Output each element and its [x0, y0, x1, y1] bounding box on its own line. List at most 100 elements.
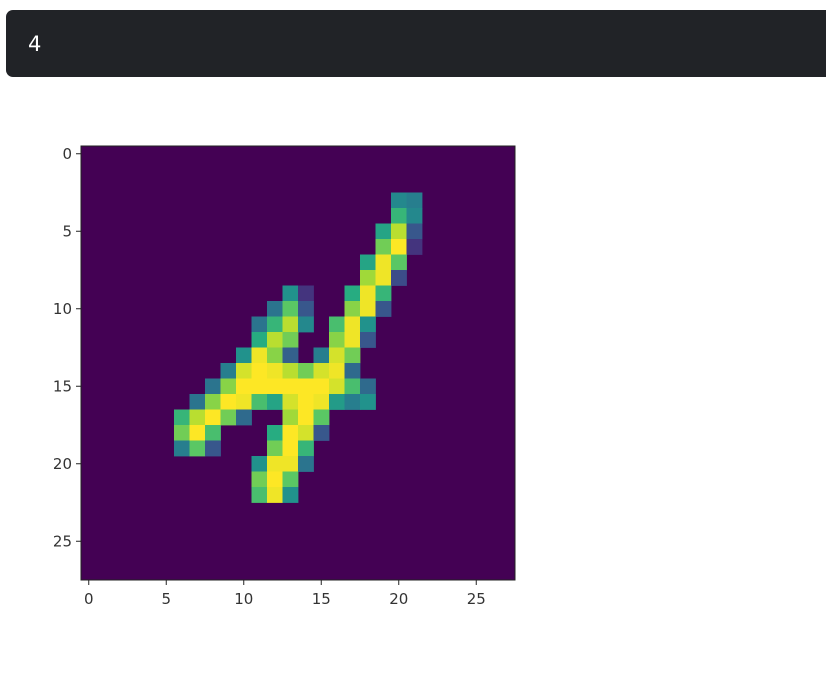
heatmap-cell — [205, 394, 221, 410]
heatmap-cell — [282, 301, 299, 317]
heatmap-cell — [251, 363, 268, 379]
x-tick-label: 5 — [161, 590, 171, 608]
heatmap-cell — [282, 285, 299, 302]
heatmap-cell — [251, 347, 268, 364]
heatmap-cell — [360, 378, 376, 395]
heatmap-cell — [329, 347, 345, 364]
heatmap-cell — [251, 394, 268, 410]
heatmap-cell — [282, 409, 299, 426]
heatmap-cell — [329, 378, 345, 395]
heatmap-cell — [375, 301, 392, 317]
heatmap-cell — [236, 409, 252, 426]
heatmap-cell — [344, 301, 361, 317]
heatmap-cell — [313, 347, 330, 364]
heatmap-cell — [267, 378, 283, 395]
heatmap-cell — [282, 363, 299, 379]
heatmap-cell — [267, 471, 283, 488]
heatmap-cell — [360, 394, 376, 410]
heatmap-cell — [298, 378, 314, 395]
heatmap-cell — [251, 316, 268, 333]
heatmap-cell — [360, 285, 376, 302]
heatmap-cell — [267, 363, 283, 379]
y-tick-label: 25 — [53, 532, 72, 550]
x-tick-label: 25 — [467, 590, 486, 608]
heatmap-cell — [205, 425, 221, 441]
heatmap-cell — [344, 363, 361, 379]
heatmap-cell — [220, 394, 237, 410]
heatmap-cell — [236, 347, 252, 364]
heatmap-cell — [391, 192, 407, 209]
heatmap-cell — [391, 239, 407, 255]
output-text: 4 — [28, 32, 42, 56]
heatmap-cell — [298, 394, 314, 410]
heatmap-cell — [375, 285, 392, 302]
heatmap-cell — [251, 471, 268, 488]
heatmap-cell — [205, 378, 221, 395]
x-tick-label: 15 — [312, 590, 331, 608]
heatmap-cell — [298, 363, 314, 379]
heatmap-cell — [344, 285, 361, 302]
heatmap-cell — [329, 394, 345, 410]
heatmap-cell — [282, 316, 299, 333]
heatmap-cell — [406, 239, 423, 255]
heatmap-cell — [282, 471, 299, 488]
heatmap-cell — [251, 456, 268, 472]
heatmap-cell — [391, 270, 407, 286]
heatmap-cell — [329, 363, 345, 379]
heatmap-cell — [313, 363, 330, 379]
heatmap-cell — [375, 270, 392, 286]
heatmap-cell — [205, 440, 221, 457]
x-tick-label: 20 — [389, 590, 408, 608]
heatmap-cell — [189, 440, 206, 457]
heatmap-cell — [267, 301, 283, 317]
heatmap-cell — [313, 425, 330, 441]
heatmap-cell — [174, 440, 190, 457]
x-tick-label: 10 — [234, 590, 253, 608]
heatmap-cell — [406, 208, 423, 224]
heatmap-cell — [220, 378, 237, 395]
heatmap-cell — [313, 378, 330, 395]
heatmap-cell — [313, 394, 330, 410]
heatmap-cell — [174, 425, 190, 441]
heatmap-cell — [282, 440, 299, 457]
heatmap-cell — [375, 223, 392, 240]
heatmap-cell — [298, 456, 314, 472]
heatmap-cell — [251, 487, 268, 503]
heatmap-cell — [298, 440, 314, 457]
heatmap-cell — [391, 208, 407, 224]
heatmap-cell — [344, 347, 361, 364]
heatmap-cell — [236, 363, 252, 379]
heatmap-cell — [267, 487, 283, 503]
heatmap-cell — [360, 254, 376, 271]
heatmap-cell — [329, 316, 345, 333]
heatmap-cell — [236, 378, 252, 395]
heatmap-cell — [267, 332, 283, 348]
heatmap-cell — [189, 425, 206, 441]
heatmap-cell — [189, 394, 206, 410]
heatmap-cell — [360, 301, 376, 317]
heatmap-chart: 0 5 10 15 20 25 0 5 10 15 20 25 — [53, 145, 516, 608]
heatmap-cell — [298, 301, 314, 317]
heatmap-cell — [251, 378, 268, 395]
heatmap-cell — [236, 394, 252, 410]
heatmap-cell — [267, 394, 283, 410]
heatmap-cell — [391, 254, 407, 271]
y-axis: 0 5 10 15 20 25 — [53, 145, 81, 550]
plot-frame — [80, 145, 516, 581]
heatmap-cell — [282, 425, 299, 441]
y-tick-label: 10 — [53, 300, 72, 318]
y-tick-label: 20 — [53, 455, 72, 473]
heatmap-cell — [189, 409, 206, 426]
heatmap-cell — [344, 394, 361, 410]
heatmap-cell — [220, 409, 237, 426]
heatmap-cell — [298, 409, 314, 426]
heatmap-cell — [282, 332, 299, 348]
heatmap-cell — [282, 394, 299, 410]
heatmap-cell — [282, 378, 299, 395]
heatmap-cell — [360, 316, 376, 333]
heatmap-cell — [360, 332, 376, 348]
heatmap-cells — [81, 146, 515, 580]
x-tick-label: 0 — [84, 590, 94, 608]
y-tick-label: 5 — [62, 222, 72, 240]
output-banner: 4 — [6, 10, 826, 77]
